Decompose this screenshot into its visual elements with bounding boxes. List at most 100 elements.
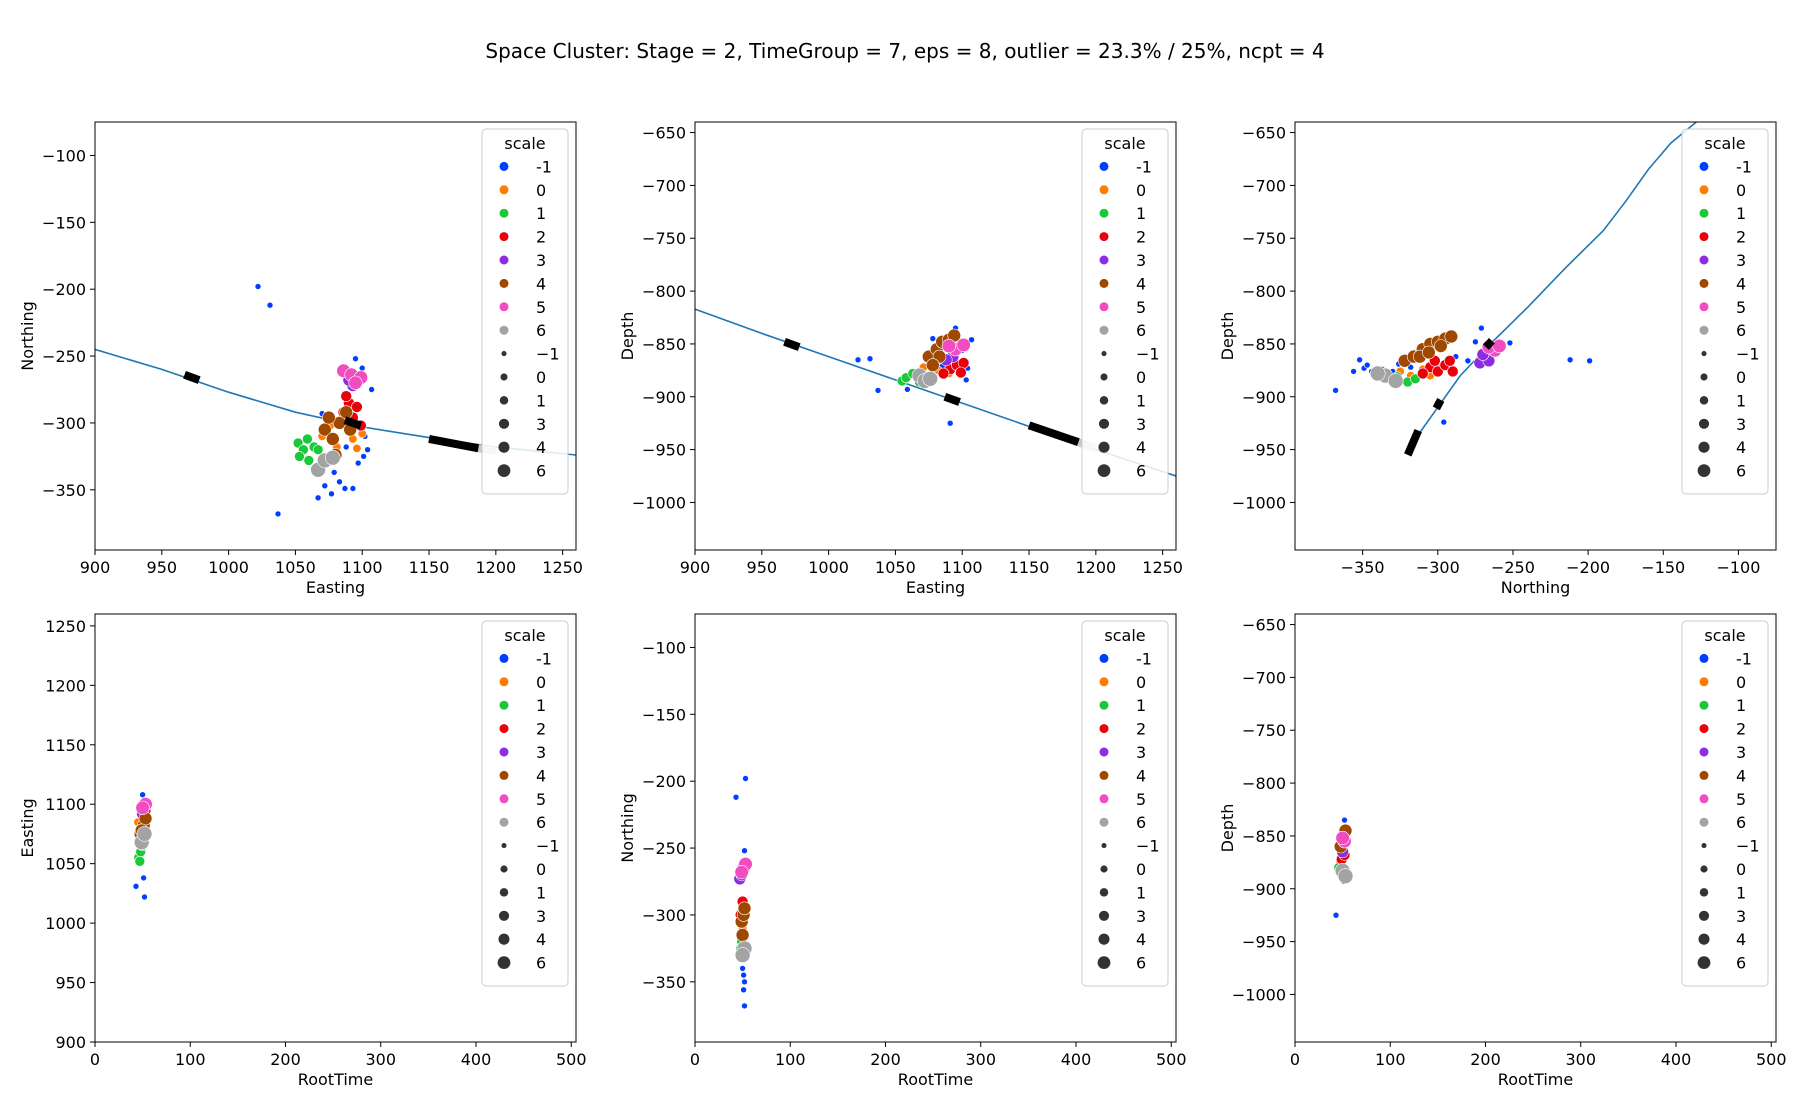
legend-size-label: 0 — [1136, 860, 1146, 879]
y-tick-label: −700 — [1242, 176, 1286, 195]
plot-area — [132, 791, 153, 901]
stage-segment — [183, 371, 201, 384]
legend-size-marker — [1698, 933, 1710, 945]
data-point — [314, 494, 322, 502]
data-point — [874, 387, 882, 394]
legend-title: scale — [1104, 626, 1145, 645]
y-tick-label: −800 — [1242, 774, 1286, 793]
legend-marker — [499, 724, 509, 734]
legend: scale -1 0 1 2 3 4 5 6 −1 0 1 3 4 6 — [481, 620, 569, 987]
y-tick-label: −250 — [42, 347, 86, 366]
legend-size-label: 3 — [1136, 415, 1146, 434]
legend-label: 1 — [536, 696, 546, 715]
x-tick-label: 1050 — [875, 558, 916, 577]
legend-label: 3 — [1736, 251, 1746, 270]
x-tick-label: 400 — [461, 1050, 492, 1069]
y-axis-label: Easting — [18, 798, 37, 857]
data-point — [739, 965, 746, 972]
legend-label: 0 — [536, 181, 546, 200]
legend-marker — [1699, 677, 1709, 687]
data-point — [741, 1002, 748, 1010]
legend-size-label: 4 — [1136, 438, 1146, 457]
data-point — [135, 800, 150, 815]
legend-label: 4 — [1136, 274, 1146, 293]
legend-size-marker — [1698, 418, 1710, 429]
legend-size-label: −1 — [1136, 345, 1160, 364]
data-point — [1440, 418, 1448, 426]
x-tick-label: 0 — [1290, 1050, 1300, 1069]
x-tick-label: 400 — [1661, 1050, 1692, 1069]
legend-size-label: −1 — [536, 837, 560, 856]
legend-marker — [1099, 232, 1109, 242]
y-tick-label: −100 — [42, 146, 86, 165]
y-tick-label: −350 — [642, 973, 686, 992]
y-tick-label: −950 — [1242, 441, 1286, 460]
y-tick-label: −900 — [1242, 880, 1286, 899]
legend-size-marker — [499, 396, 509, 405]
data-point — [732, 793, 740, 801]
legend-label: 2 — [536, 720, 546, 739]
data-point — [321, 410, 336, 425]
legend-size-marker — [498, 933, 510, 945]
legend-marker — [499, 232, 509, 242]
data-point — [968, 336, 975, 344]
legend-size-label: 3 — [536, 907, 546, 926]
stage-segment — [428, 435, 480, 453]
legend-label: 4 — [536, 274, 546, 293]
legend-marker — [1699, 724, 1709, 734]
legend-size-marker — [1698, 910, 1710, 921]
legend-size-marker — [1100, 865, 1108, 873]
data-point — [937, 367, 950, 380]
legend-label: 5 — [1736, 790, 1746, 809]
figure-title: Space Cluster: Stage = 2, TimeGroup = 7,… — [485, 39, 1324, 63]
legend-marker — [1099, 302, 1109, 312]
legend-title: scale — [1104, 134, 1145, 153]
x-tick-label: 100 — [1375, 1050, 1406, 1069]
legend-title: scale — [1704, 134, 1745, 153]
legend-marker — [1099, 700, 1109, 710]
legend-marker — [1099, 278, 1109, 288]
data-point — [354, 459, 362, 467]
chart-panel-5: 0 100 200 300 400 500−350−300−250−200−150−100… — [618, 613, 1187, 1089]
data-point — [360, 453, 367, 460]
x-tick-label: −150 — [1641, 558, 1685, 577]
legend-marker — [499, 161, 509, 171]
y-axis-label: Northing — [18, 301, 37, 371]
y-tick-label: −700 — [642, 176, 686, 195]
plot-area — [732, 775, 753, 1010]
legend-marker — [1099, 255, 1109, 265]
data-point — [955, 366, 967, 379]
legend-marker — [499, 208, 509, 218]
data-point — [254, 283, 262, 290]
plot-area — [95, 283, 576, 518]
legend-marker — [1099, 817, 1109, 827]
y-tick-label: −950 — [1242, 933, 1286, 952]
plot-area — [695, 308, 1176, 477]
y-tick-label: 900 — [55, 1033, 86, 1052]
y-tick-label: −850 — [642, 335, 686, 354]
data-point — [740, 971, 747, 979]
x-tick-label: 1200 — [475, 558, 516, 577]
legend-marker — [1099, 161, 1109, 171]
data-point — [1350, 368, 1357, 375]
y-tick-label: −950 — [642, 441, 686, 460]
legend-marker — [1699, 770, 1709, 780]
data-point — [1387, 373, 1404, 389]
legend-size-label: −1 — [1736, 345, 1760, 364]
data-point — [742, 775, 749, 782]
stage-segment — [783, 338, 801, 351]
legend-label: 3 — [1136, 743, 1146, 762]
x-tick-label: 200 — [270, 1050, 301, 1069]
x-tick-label: 1100 — [342, 558, 383, 577]
legend-size-label: 0 — [536, 860, 546, 879]
x-axis-label: Easting — [306, 578, 365, 597]
legend-marker — [499, 700, 509, 710]
legend-size-label: 1 — [1736, 883, 1746, 902]
legend-size-marker — [1097, 956, 1111, 969]
y-tick-label: −300 — [642, 906, 686, 925]
x-tick-label: 950 — [147, 558, 178, 577]
legend-size-marker — [1101, 351, 1107, 357]
legend-marker — [499, 817, 509, 827]
legend-marker — [1699, 232, 1709, 242]
data-point — [1444, 329, 1459, 344]
